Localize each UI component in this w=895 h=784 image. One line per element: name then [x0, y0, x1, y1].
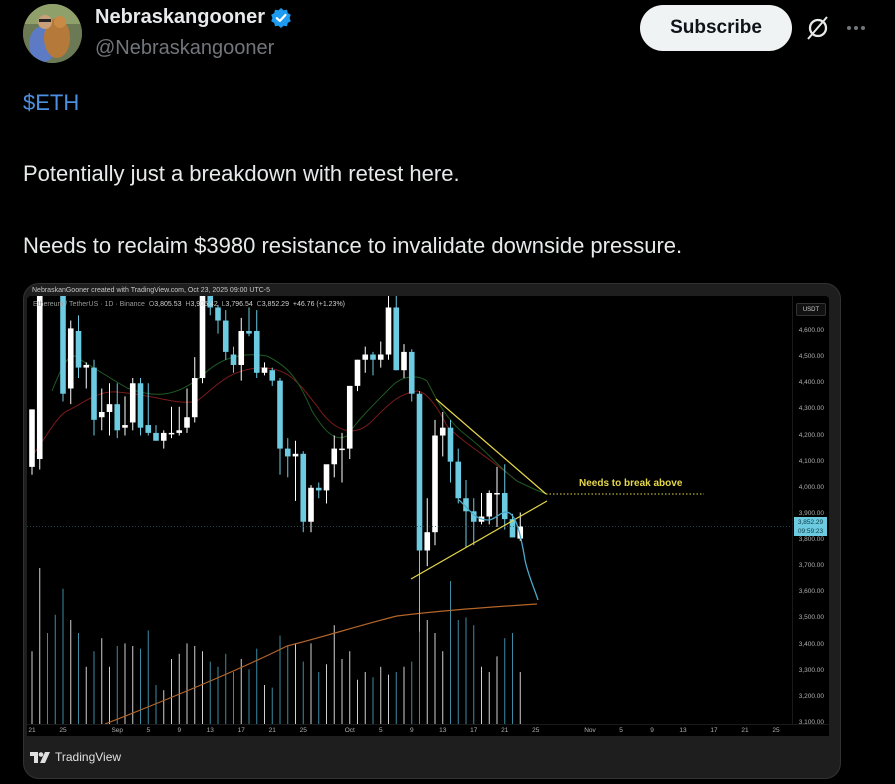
subscribe-button[interactable]: Subscribe	[640, 5, 792, 51]
legend-change: +46.76 (+1.23%)	[292, 301, 346, 308]
chart-image[interactable]: NebraskanGooner created with TradingView…	[23, 283, 841, 779]
legend-open: 3,805.53	[154, 301, 182, 308]
time-tick: 21	[741, 727, 749, 734]
tweet-body: $ETH Potentially just a breakdown with r…	[23, 90, 682, 259]
time-tick: 5	[619, 727, 623, 734]
price-tick: 4,500.00	[798, 353, 824, 361]
more-icon[interactable]	[847, 24, 871, 32]
candlestick-plot	[27, 296, 792, 724]
price-tick: 4,200.00	[798, 431, 824, 439]
tweet-paragraph-1: Potentially just a breakdown with retest…	[23, 161, 460, 186]
time-tick: 9	[650, 727, 654, 734]
legend-low: 3,796.54	[225, 301, 253, 308]
time-tick: 13	[439, 727, 447, 734]
name-row: Nebraskangooner	[95, 6, 292, 29]
time-tick: 5	[378, 727, 383, 734]
break-above-annotation: Needs to break above	[579, 478, 683, 489]
time-tick: 9	[409, 727, 414, 734]
display-name[interactable]: Nebraskangooner	[95, 6, 266, 28]
price-tick: 3,500.00	[798, 614, 824, 622]
handle[interactable]: @Nebraskangooner	[95, 37, 275, 59]
time-tick: 17	[470, 727, 478, 734]
time-tick: 25	[772, 727, 780, 734]
time-axis: 21 25 Sep 5 9 13 17 21 25 Oct 5 9 13 17 21 25 Nov 5 9 13 17 2…	[27, 724, 829, 736]
time-tick: 13	[679, 727, 687, 734]
price-tick: 3,600.00	[798, 588, 824, 596]
time-tick: 13	[206, 727, 214, 734]
grok-icon[interactable]	[805, 15, 831, 41]
time-tick: Sep	[111, 727, 124, 734]
time-tick: 21	[501, 727, 509, 734]
tweet-header: Nebraskangooner @Nebraskangooner Subscri…	[0, 0, 895, 80]
time-tick: 17	[710, 727, 718, 734]
cashtag-link[interactable]: $ETH	[23, 90, 80, 115]
last-price-badge: 3,852.29 09:59:23	[794, 517, 827, 537]
avatar[interactable]	[23, 4, 82, 63]
chart-credit: NebraskanGooner created with TradingView…	[32, 287, 270, 294]
legend-symbol: Ethereum / TetherUS · 1D · Binance	[33, 301, 145, 308]
time-tick: 25	[59, 727, 67, 734]
time-tick: 21	[268, 727, 276, 734]
price-axis: USDT 4,600.00 4,500.00 4,400.00 4,300.00 4,2…	[792, 296, 829, 726]
price-tick: 3,100.00	[798, 718, 824, 726]
tradingview-logo-icon	[30, 751, 50, 763]
price-tick: 4,300.00	[798, 405, 824, 413]
time-tick: 5	[146, 727, 151, 734]
tweet-paragraph-2: Needs to reclaim $3980 resistance to inv…	[23, 233, 683, 258]
price-tick: 4,000.00	[798, 483, 824, 491]
price-tick: 4,100.00	[798, 457, 824, 465]
tradingview-wordmark: TradingView	[55, 750, 122, 764]
price-tick: 3,300.00	[798, 666, 824, 674]
time-tick: Oct	[344, 727, 355, 734]
tradingview-brand: TradingView	[30, 750, 121, 764]
time-tick: 9	[177, 727, 182, 734]
chart-legend: Ethereum / TetherUS · 1D · Binance O3,80…	[33, 301, 346, 308]
price-tick: 4,600.00	[798, 327, 824, 334]
price-tick: 3,900.00	[798, 509, 824, 517]
price-tick: 4,400.00	[798, 379, 824, 387]
legend-high: 3,905.42	[190, 301, 218, 308]
price-tick: 3,400.00	[798, 640, 824, 648]
time-tick: Nov	[584, 727, 596, 734]
time-tick: 25	[532, 727, 540, 734]
currency-label[interactable]: USDT	[796, 303, 826, 316]
verified-badge-icon	[271, 7, 291, 28]
time-tick: 25	[299, 727, 307, 734]
legend-close: 3,852.29	[261, 301, 289, 308]
price-tick: 3,700.00	[798, 562, 824, 570]
time-tick: 21	[28, 727, 36, 734]
price-tick: 3,800.00	[798, 536, 824, 544]
chart-area: Ethereum / TetherUS · 1D · Binance O3,80…	[27, 296, 829, 736]
price-tick: 3,200.00	[798, 692, 824, 700]
time-tick: 17	[237, 727, 245, 734]
